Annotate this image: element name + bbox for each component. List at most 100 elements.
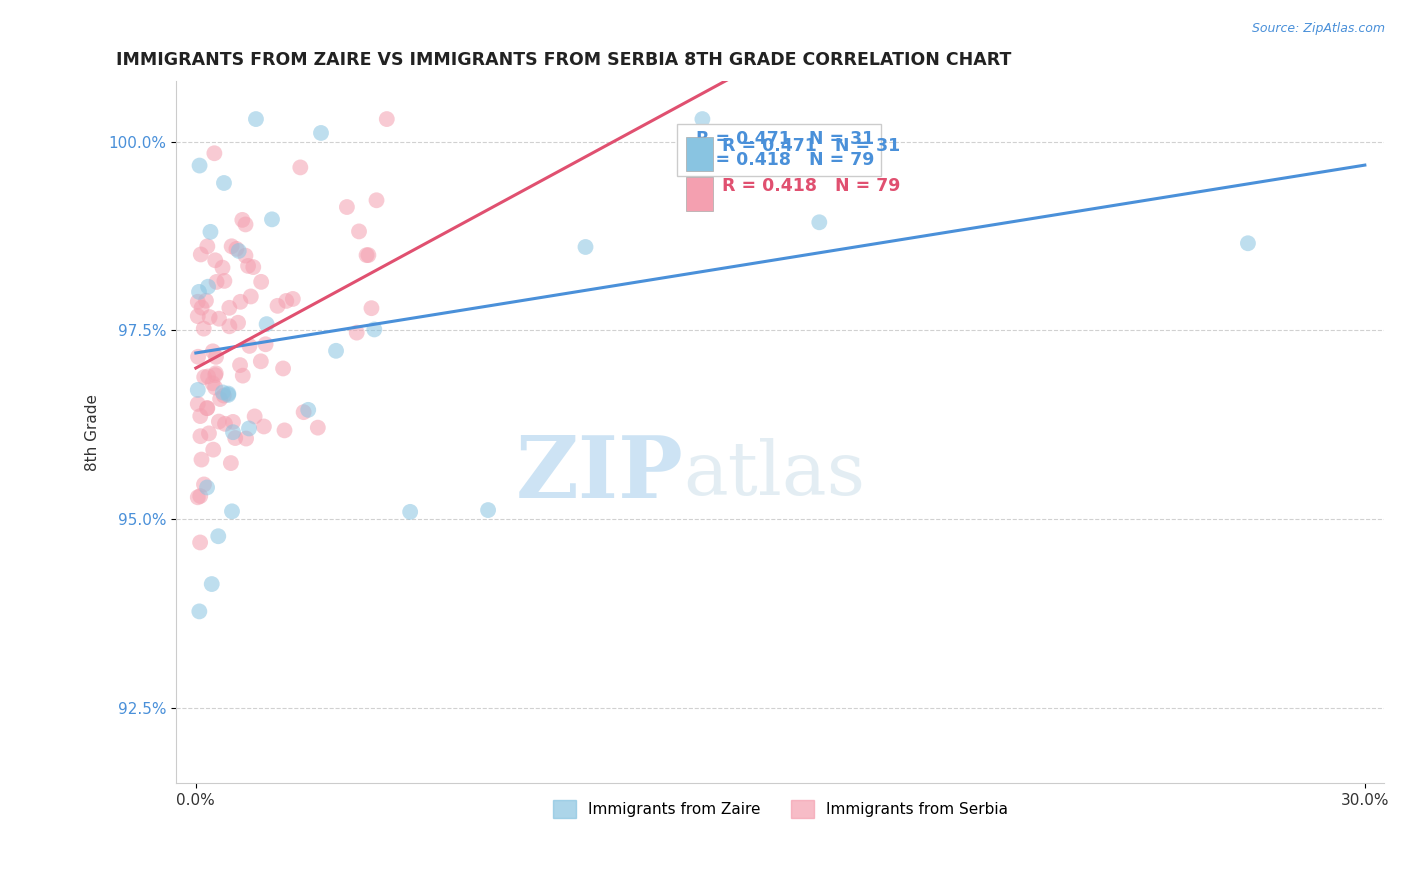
Point (190, 429, 212, 443)
Point (399, 505, 422, 519)
Point (197, 279, 219, 293)
Point (202, 146, 225, 161)
Point (243, 409, 266, 424)
Text: Source: ZipAtlas.com: Source: ZipAtlas.com (1251, 22, 1385, 36)
Point (211, 260, 233, 275)
Point (187, 397, 209, 411)
Point (236, 259, 259, 273)
Point (202, 442, 225, 457)
Text: atlas: atlas (683, 438, 866, 511)
Point (356, 248, 378, 262)
Point (231, 213, 253, 227)
Text: R = 0.471   N = 31: R = 0.471 N = 31 (723, 137, 901, 155)
Point (222, 425, 245, 440)
Point (229, 358, 252, 372)
Point (232, 368, 254, 383)
Point (188, 159, 211, 173)
Point (235, 432, 257, 446)
Point (250, 354, 273, 368)
Point (325, 343, 347, 358)
Point (217, 386, 239, 401)
Point (188, 535, 211, 549)
Point (224, 431, 246, 445)
Point (214, 274, 236, 288)
Point (238, 339, 260, 353)
Point (260, 212, 283, 227)
Point (204, 368, 226, 383)
Point (307, 420, 329, 434)
Point (245, 112, 267, 126)
Point (201, 577, 224, 591)
Point (281, 292, 304, 306)
Text: ZIP: ZIP (516, 433, 683, 516)
Point (250, 275, 273, 289)
Point (188, 285, 211, 299)
Point (218, 301, 240, 315)
Point (225, 242, 247, 256)
Point (366, 194, 388, 208)
Point (201, 376, 224, 391)
Point (266, 299, 288, 313)
Point (574, 240, 596, 254)
Point (271, 361, 294, 376)
Point (211, 385, 233, 400)
Point (290, 161, 312, 175)
Point (188, 604, 211, 618)
Point (204, 380, 226, 394)
Point (239, 289, 262, 303)
Point (188, 409, 211, 423)
Point (187, 383, 209, 397)
Point (193, 477, 215, 491)
Point (477, 503, 499, 517)
Point (194, 293, 217, 308)
Point (200, 225, 222, 239)
Point (214, 417, 236, 431)
Point (309, 126, 332, 140)
Legend: Immigrants from Zaire, Immigrants from Serbia: Immigrants from Zaire, Immigrants from S… (547, 794, 1014, 824)
Point (228, 244, 250, 258)
Point (205, 275, 228, 289)
Point (198, 310, 221, 325)
Point (195, 401, 218, 416)
Point (692, 112, 714, 126)
Point (235, 249, 257, 263)
Point (273, 423, 295, 437)
Point (188, 489, 211, 503)
Point (197, 369, 219, 384)
Point (235, 218, 257, 232)
Point (208, 415, 231, 429)
Point (217, 388, 239, 402)
Point (347, 224, 370, 238)
Point (193, 321, 215, 335)
Point (357, 248, 380, 262)
Point (187, 490, 209, 504)
Point (346, 326, 368, 340)
Point (218, 319, 240, 334)
Point (205, 350, 228, 364)
Point (254, 337, 277, 351)
Point (195, 239, 218, 253)
Point (212, 388, 235, 402)
Point (242, 260, 264, 274)
Point (187, 309, 209, 323)
Point (207, 529, 229, 543)
Bar (686, 137, 713, 171)
Point (208, 311, 231, 326)
Point (336, 200, 359, 214)
Y-axis label: 8th Grade: 8th Grade (86, 393, 100, 471)
Point (193, 370, 215, 384)
Point (195, 401, 218, 416)
Point (204, 253, 226, 268)
Point (238, 421, 260, 435)
Point (808, 215, 831, 229)
Point (222, 415, 245, 429)
Point (221, 504, 243, 518)
Point (229, 294, 252, 309)
Point (190, 247, 212, 261)
Point (221, 239, 243, 253)
Bar (686, 178, 713, 211)
Point (1237, 236, 1260, 251)
Point (219, 456, 242, 470)
Point (209, 392, 232, 406)
Point (201, 344, 224, 359)
